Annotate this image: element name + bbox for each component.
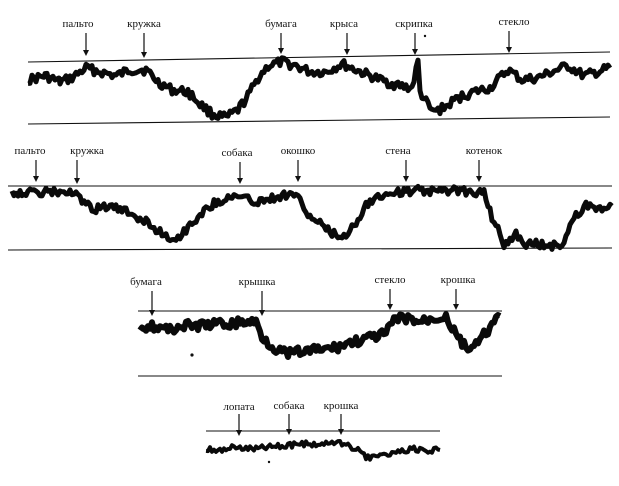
ink-speck bbox=[190, 353, 194, 357]
recording-2-label-6: котенок bbox=[466, 145, 503, 157]
recording-2-stimulus-arrows bbox=[33, 160, 482, 184]
stimulus-arrowhead bbox=[141, 52, 147, 58]
recording-2-label-4: окошко bbox=[281, 145, 316, 157]
recording-1: пальто кружка бумага крыса скрипка стекл… bbox=[27, 16, 613, 125]
recording-1-label-6: стекло bbox=[499, 16, 530, 28]
recording-2-label-3: собака bbox=[222, 147, 253, 159]
stimulus-arrowhead bbox=[412, 49, 418, 55]
ink-speck bbox=[423, 34, 427, 38]
recording-3-label-4: крошка bbox=[441, 274, 476, 286]
recording-1-label-3: бумага bbox=[265, 18, 297, 30]
stimulus-arrowhead bbox=[286, 429, 292, 435]
recording-3-stimulus-arrows bbox=[149, 289, 459, 316]
stimulus-arrowhead bbox=[149, 310, 155, 316]
recording-3-label-3: стекло bbox=[375, 274, 406, 286]
recording-2-label-2: кружка bbox=[70, 145, 104, 157]
stimulus-arrowhead bbox=[295, 176, 301, 182]
recording-1-trace bbox=[27, 55, 613, 121]
stimulus-arrowhead bbox=[237, 178, 243, 184]
stimulus-arrowhead bbox=[259, 310, 265, 316]
recording-4-label-3: крошка bbox=[324, 400, 359, 412]
recording-1-label-2: кружка bbox=[127, 18, 161, 30]
stimulus-arrowhead bbox=[236, 430, 242, 436]
stimulus-arrowhead bbox=[403, 176, 409, 182]
recording-1-label-5: скрипка bbox=[395, 18, 433, 30]
ink-speck bbox=[267, 460, 271, 464]
recording-2-label-5: стена bbox=[385, 145, 410, 157]
stimulus-arrowhead bbox=[344, 49, 350, 55]
recording-2-label-1: пальто bbox=[14, 145, 46, 157]
recording-3-label-2: крышка bbox=[239, 276, 276, 288]
recording-4-label-2: собака bbox=[274, 400, 305, 412]
stimulus-arrowhead bbox=[33, 176, 39, 182]
recording-2-lower-reference-line bbox=[7, 247, 613, 251]
recording-4-trace bbox=[205, 439, 441, 462]
recording-4-label-1: лопата bbox=[223, 401, 254, 413]
recording-4: лопата собака крошка bbox=[205, 400, 441, 462]
stimulus-arrowhead bbox=[387, 304, 393, 310]
stimulus-arrowhead bbox=[506, 47, 512, 53]
recording-1-stimulus-arrows bbox=[83, 31, 512, 58]
recording-3-label-1: бумага bbox=[130, 276, 162, 288]
stimulus-arrowhead bbox=[338, 429, 344, 435]
recording-2-trace bbox=[9, 183, 614, 252]
recording-3-trace bbox=[137, 311, 502, 360]
stimulus-arrowhead bbox=[83, 50, 89, 56]
recording-1-lower-reference-line bbox=[27, 116, 611, 125]
recording-1-label-1: пальто bbox=[62, 18, 94, 30]
stimulus-arrowhead bbox=[278, 48, 284, 54]
recording-4-stimulus-arrows bbox=[236, 414, 344, 436]
recording-1-upper-reference-line bbox=[27, 51, 611, 63]
stimulus-arrowhead bbox=[453, 304, 459, 310]
stimulus-arrowhead bbox=[476, 176, 482, 182]
stimulus-arrowhead bbox=[74, 178, 80, 184]
recording-2: пальто кружка собака окошко стена котено… bbox=[7, 145, 614, 252]
recording-3: бумага крышка стекло крошка bbox=[130, 274, 502, 377]
recording-1-label-4: крыса bbox=[330, 18, 358, 30]
